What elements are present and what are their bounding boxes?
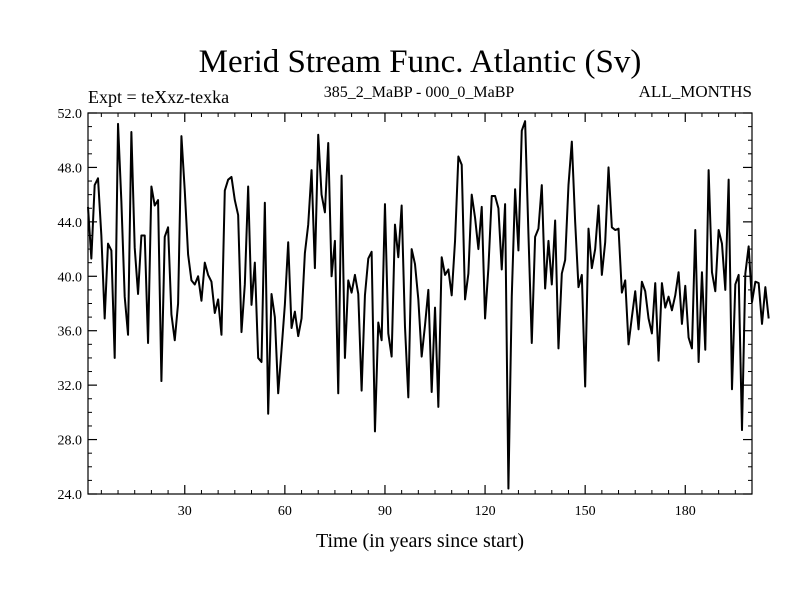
x-tick-label: 120 <box>475 504 496 519</box>
y-tick-label: 28.0 <box>58 434 83 449</box>
period-label: 385_2_MaBP - 000_0_MaBP <box>324 84 515 101</box>
y-tick-label: 24.0 <box>58 488 83 503</box>
x-tick-label: 150 <box>575 504 596 519</box>
tick-labels: 24.0 28.0 32.0 36.0 40.0 44.0 48.0 52.0 30 60 90 12… <box>58 107 696 519</box>
y-tick-label: 40.0 <box>58 270 83 285</box>
series-line <box>87 120 770 490</box>
axis-ticks <box>88 112 752 495</box>
y-tick-label: 32.0 <box>58 379 83 394</box>
x-axis-label: Time (in years since start) <box>316 530 524 552</box>
experiment-label: Expt = teXxz-texka <box>88 87 229 107</box>
y-tick-label: 52.0 <box>58 107 83 122</box>
x-tick-label: 90 <box>378 504 392 519</box>
y-tick-label: 44.0 <box>58 216 83 231</box>
y-tick-label: 48.0 <box>58 161 83 176</box>
months-label: ALL_MONTHS <box>639 82 752 101</box>
x-tick-label: 30 <box>178 504 192 519</box>
chart-title: Merid Stream Func. Atlantic (Sv) <box>199 44 642 80</box>
plot-frame <box>87 112 753 495</box>
y-tick-label: 36.0 <box>58 325 83 340</box>
x-tick-label: 180 <box>675 504 696 519</box>
x-tick-label: 60 <box>278 504 292 519</box>
